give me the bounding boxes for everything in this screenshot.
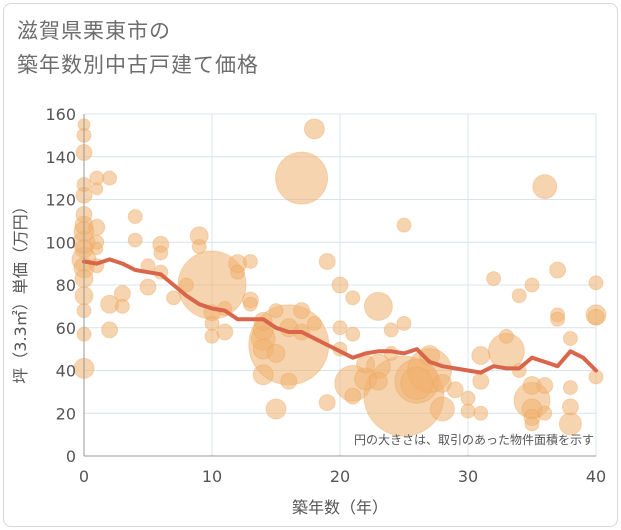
bubble-point bbox=[102, 170, 118, 186]
chart-card bbox=[3, 3, 618, 527]
y-tick-label-140: 140 bbox=[45, 148, 76, 167]
bubble-point bbox=[266, 343, 286, 363]
chart-title-line-1: 滋賀県栗東市の bbox=[17, 19, 171, 43]
bubble-point bbox=[127, 209, 143, 225]
x-tick-label-40: 40 bbox=[586, 467, 606, 486]
bubble-point bbox=[345, 290, 361, 306]
bubble-point bbox=[293, 302, 311, 320]
bubble-point bbox=[383, 322, 399, 338]
bubble-layer bbox=[71, 118, 607, 437]
bubble-point bbox=[549, 261, 567, 279]
y-tick-label-80: 80 bbox=[56, 276, 76, 295]
bubble-point bbox=[90, 182, 104, 196]
bubble-point bbox=[191, 239, 207, 255]
bubble-point bbox=[460, 403, 476, 419]
bubble-point bbox=[242, 296, 258, 312]
tick-labels: 0 20 40 60 80 100 120 140 160 0 10 20 30 40 bbox=[45, 105, 606, 486]
bubble-point bbox=[524, 416, 540, 432]
bubble-point bbox=[471, 346, 491, 366]
axes bbox=[83, 114, 596, 457]
bubble-point bbox=[532, 174, 558, 200]
bubble-point bbox=[252, 364, 274, 386]
y-tick-label-100: 100 bbox=[45, 233, 76, 252]
bubble-point bbox=[331, 276, 349, 294]
bubble-point bbox=[562, 330, 578, 346]
bubble-point bbox=[280, 372, 298, 390]
bubble-point bbox=[344, 387, 362, 405]
bubble-point bbox=[127, 232, 143, 248]
bubble-point bbox=[306, 315, 322, 331]
trend-layer bbox=[82, 257, 598, 375]
bubble-point bbox=[400, 366, 434, 400]
bubble-point bbox=[473, 405, 489, 421]
y-axis-label: 坪（3.3㎡）単価（万円） bbox=[11, 198, 30, 383]
bubble-point bbox=[498, 328, 514, 344]
chart-title: 滋賀県栗東市の 築年数別中古戸建て価格 bbox=[17, 14, 259, 82]
bubble-point bbox=[356, 354, 376, 374]
bubble-point bbox=[486, 271, 502, 287]
bubble-point bbox=[537, 405, 553, 421]
bubble-point bbox=[242, 253, 258, 269]
x-tick-label-10: 10 bbox=[202, 467, 222, 486]
bubble-point bbox=[139, 278, 157, 296]
y-tick-label-160: 160 bbox=[45, 105, 76, 124]
bubble-point bbox=[90, 242, 104, 256]
bubble-point bbox=[101, 321, 119, 339]
bubble-point bbox=[318, 252, 336, 270]
bubble-point bbox=[396, 315, 412, 331]
bubble-point bbox=[268, 303, 284, 319]
bubble-point bbox=[550, 311, 566, 327]
bubble-point bbox=[396, 217, 412, 233]
bubble-point bbox=[419, 345, 441, 367]
bubble-point bbox=[178, 277, 194, 293]
average-price-line bbox=[82, 257, 598, 375]
bubble-point bbox=[536, 376, 554, 394]
bubble-point bbox=[562, 380, 578, 396]
y-tick-label-60: 60 bbox=[56, 319, 76, 338]
bubble-point bbox=[332, 320, 348, 336]
bubble-point bbox=[275, 151, 329, 205]
bubble-point bbox=[561, 398, 579, 416]
x-tick-label-20: 20 bbox=[330, 467, 350, 486]
bubble-point bbox=[472, 372, 490, 390]
x-axis-label: 築年数（年） bbox=[292, 498, 388, 517]
bubble-point bbox=[204, 315, 220, 331]
bubble-point bbox=[230, 264, 246, 280]
x-tick-label-0: 0 bbox=[79, 467, 89, 486]
bubble-point bbox=[345, 326, 361, 342]
bubble-point bbox=[114, 298, 130, 314]
bubble-point bbox=[446, 381, 464, 399]
bubble-point bbox=[558, 412, 582, 436]
bubble-point bbox=[368, 371, 388, 391]
bubble-point bbox=[265, 398, 287, 420]
bubble-size-note: 円の大きさは、取引のあった物件面積を示す bbox=[354, 432, 594, 447]
bubble-point bbox=[363, 291, 393, 321]
bubble-point bbox=[204, 328, 220, 344]
bubble-point bbox=[588, 275, 604, 291]
x-tick-label-30: 30 bbox=[458, 467, 478, 486]
bubble-point bbox=[88, 218, 106, 236]
bubble-point bbox=[166, 290, 182, 306]
y-tick-label-20: 20 bbox=[56, 404, 76, 423]
bubble-point bbox=[524, 277, 540, 293]
bubble-point bbox=[318, 394, 336, 412]
bubble-point bbox=[587, 308, 605, 326]
bubble-point bbox=[303, 118, 325, 140]
bubble-point bbox=[460, 390, 476, 406]
y-tick-label-40: 40 bbox=[56, 362, 76, 381]
y-tick-label-120: 120 bbox=[45, 191, 76, 210]
y-tick-label-0: 0 bbox=[66, 447, 76, 466]
bubble-point bbox=[153, 245, 169, 261]
bubble-point bbox=[429, 396, 455, 422]
bubble-point bbox=[511, 288, 527, 304]
chart-title-line-2: 築年数別中古戸建て価格 bbox=[17, 53, 259, 77]
